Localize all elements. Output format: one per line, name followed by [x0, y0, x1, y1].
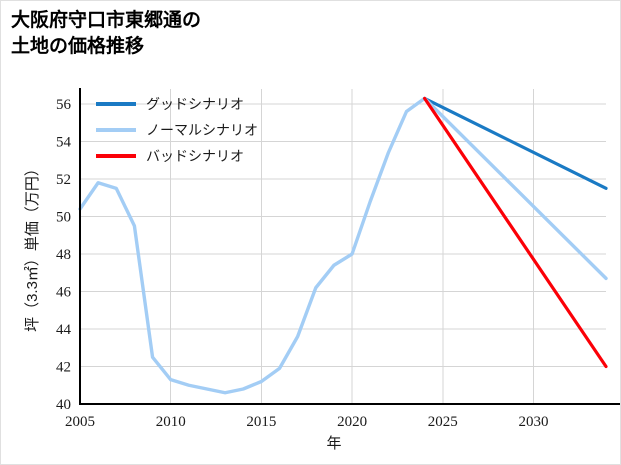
x-axis-title: 年: [326, 435, 341, 452]
y-axis-tick-labels: 40 42 44 46 48 50 52 54 56: [56, 97, 72, 413]
y-axis-title: 坪（3.3㎡）単価（万円）: [24, 161, 41, 332]
x-tick-label: 2015: [246, 414, 276, 430]
x-tick-label: 2020: [337, 414, 367, 430]
data-series-layer: [78, 96, 608, 395]
x-tick-label: 2030: [518, 414, 548, 430]
legend-label-good: グッドシナリオ: [146, 96, 244, 112]
y-tick-label: 44: [56, 322, 72, 338]
y-tick-label: 46: [56, 285, 72, 301]
legend-label-bad: バッドシナリオ: [146, 148, 244, 164]
y-tick-label: 50: [56, 210, 71, 226]
x-tick-label: 2025: [428, 414, 458, 430]
y-tick-label: 52: [56, 172, 71, 188]
series-line-good: [423, 96, 608, 190]
legend-label-normal: ノーマルシナリオ: [146, 122, 258, 138]
series-line-normal: [78, 96, 608, 395]
axis-titles: 年 坪（3.3㎡）単価（万円）: [24, 161, 342, 452]
series-line-bad: [423, 96, 608, 369]
x-tick-label: 2005: [65, 414, 95, 430]
y-tick-label: 40: [56, 397, 71, 413]
page-title: 大阪府守口市東郷通の 土地の価格推移: [11, 10, 202, 57]
x-tick-label: 2010: [156, 414, 186, 430]
y-tick-label: 42: [56, 360, 71, 376]
axis-spines: [78, 88, 620, 406]
y-tick-label: 56: [56, 97, 72, 113]
y-tick-label: 54: [56, 135, 72, 151]
x-axis-tick-labels: 2005 2010 2015 2020 2025 2030: [65, 414, 548, 430]
y-tick-label: 48: [56, 247, 71, 263]
